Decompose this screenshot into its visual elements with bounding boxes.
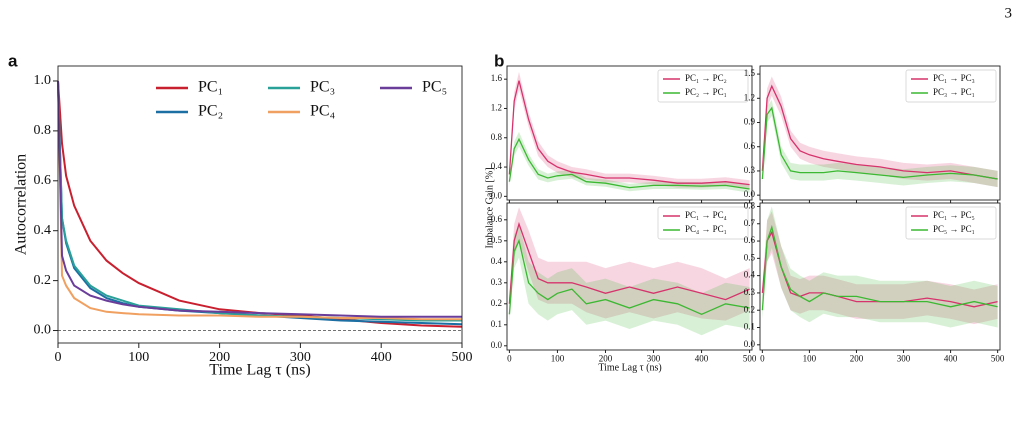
y-tick-label: 0.2	[491, 298, 502, 308]
y-tick-label: 0.1	[491, 319, 502, 329]
legend-label: PC₃	[310, 79, 335, 96]
y-tick-label: 0.6	[34, 173, 52, 188]
series-line	[508, 238, 750, 316]
y-tick-label: 0.3	[744, 287, 756, 297]
legend-label: PC₁ → PC₅	[933, 210, 975, 220]
legend-label: PC₅ → PC₁	[933, 224, 975, 234]
series-line	[761, 106, 998, 180]
y-tick-label: 0.8	[491, 132, 503, 142]
x-tick-label: 200	[209, 350, 230, 365]
x-axis-label: Time Lag τ (ns)	[209, 362, 310, 379]
legend-label: PC₁ → PC₃	[933, 73, 975, 83]
y-tick-label: 0.4	[34, 223, 52, 238]
y-tick-label: 1.0	[34, 73, 52, 88]
y-axis-label: Imbalance Gain [%]	[484, 167, 495, 248]
x-tick-label: 300	[290, 350, 311, 365]
series-line	[57, 80, 462, 318]
legend-box	[905, 206, 997, 240]
y-tick-label: 0.6	[744, 141, 756, 151]
y-tick-label: 1.2	[744, 92, 755, 102]
legend-box	[657, 69, 749, 103]
y-tick-label: 0.4	[491, 256, 503, 266]
x-tick-label: 200	[850, 353, 864, 363]
x-tick-label: 0	[760, 353, 765, 363]
y-tick-label: 0.0	[491, 340, 503, 350]
legend-box	[905, 69, 997, 103]
y-tick-label: 0.9	[744, 117, 756, 127]
x-tick-label: 100	[128, 350, 149, 365]
error-band	[762, 206, 998, 328]
x-tick-label: 400	[695, 353, 709, 363]
legend-label: PC₂ → PC₁	[685, 87, 727, 97]
plot-frame	[506, 202, 753, 351]
legend-label: PC₁ → PC₂	[685, 73, 727, 83]
x-tick-label: 500	[743, 353, 757, 363]
legend-label: PC₅	[422, 79, 447, 96]
legend-label: PC₃ → PC₁	[933, 87, 975, 97]
x-tick-label: 200	[599, 353, 613, 363]
series-line	[508, 137, 750, 190]
error-band	[762, 211, 998, 325]
error-band	[509, 224, 750, 336]
x-tick-label: 500	[991, 353, 1005, 363]
y-tick-label: 0.4	[491, 161, 503, 171]
x-tick-label: 500	[452, 350, 473, 365]
y-tick-label: 0.8	[744, 201, 756, 211]
series-line	[57, 80, 462, 321]
error-band	[762, 76, 998, 188]
legend-label: PC₄	[310, 103, 336, 120]
x-tick-label: 0	[55, 350, 62, 365]
series-line	[508, 221, 750, 304]
y-tick-label: 1.2	[491, 103, 502, 113]
legend-label: PC₁	[198, 79, 223, 96]
series-line	[508, 80, 750, 186]
x-axis-label: Time Lag τ (ns)	[598, 362, 661, 373]
panel-label: a	[8, 51, 18, 70]
y-tick-label: 0.3	[491, 277, 503, 287]
series-line	[761, 84, 998, 180]
y-axis-label: Autocorrelation	[13, 154, 30, 255]
page-number: 3	[1005, 5, 1013, 21]
y-tick-label: 0.5	[744, 252, 756, 262]
error-band	[762, 99, 998, 188]
x-tick-label: 300	[647, 353, 661, 363]
plot-frame	[506, 65, 753, 201]
plot-frame	[759, 65, 1001, 201]
x-tick-label: 100	[551, 353, 565, 363]
y-tick-label: 0.6	[744, 235, 756, 245]
y-tick-label: 0.0	[744, 339, 756, 349]
legend-label: PC₄ → PC₁	[685, 224, 727, 234]
plot-frame	[759, 202, 1001, 351]
legend-label: PC₁ → PC₄	[685, 210, 727, 220]
y-tick-label: 0.0	[491, 190, 503, 200]
x-tick-label: 0	[507, 353, 512, 363]
y-tick-label: 1.6	[491, 73, 503, 83]
y-tick-label: 0.5	[491, 235, 503, 245]
y-tick-label: 0.8	[34, 123, 52, 138]
x-tick-label: 100	[803, 353, 817, 363]
error-band	[509, 131, 750, 193]
y-tick-label: 0.4	[744, 270, 756, 280]
y-tick-label: 0.3	[744, 165, 756, 175]
x-tick-label: 400	[371, 350, 392, 365]
x-tick-label: 400	[944, 353, 958, 363]
panel-label: b	[494, 51, 504, 70]
y-tick-label: 0.2	[744, 304, 755, 314]
series-line	[761, 224, 998, 311]
plot-frame	[57, 65, 463, 344]
x-tick-label: 300	[897, 353, 911, 363]
y-tick-label: 1.5	[744, 68, 756, 78]
y-tick-label: 0.6	[491, 214, 503, 224]
y-tick-label: 0.1	[744, 322, 755, 332]
y-tick-label: 0.7	[744, 218, 756, 228]
y-tick-label: 0.2	[34, 273, 52, 288]
legend-box	[657, 206, 749, 240]
legend-label: PC₂	[198, 103, 223, 120]
y-tick-label: 0.0	[744, 189, 756, 199]
y-tick-label: 0.0	[34, 323, 52, 338]
error-band	[509, 207, 750, 321]
